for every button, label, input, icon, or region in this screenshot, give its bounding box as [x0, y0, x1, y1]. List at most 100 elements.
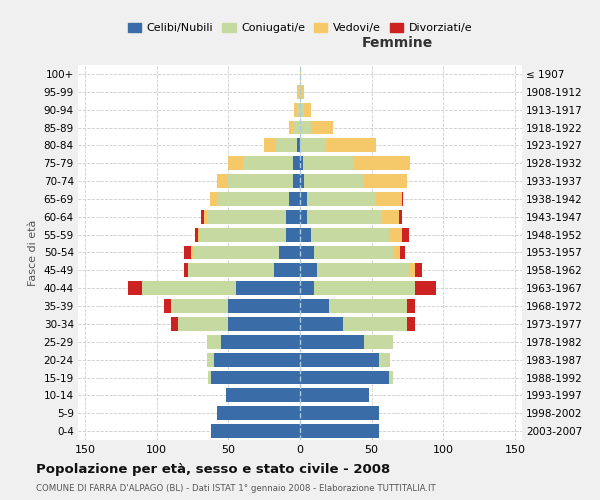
Bar — [300, 102, 304, 117]
Bar — [379, 352, 390, 366]
Bar — [399, 210, 401, 224]
Text: COMUNE DI FARRA D'ALPAGO (BL) - Dati ISTAT 1° gennaio 2008 - Elaborazione TUTTIT: COMUNE DI FARRA D'ALPAGO (BL) - Dati IST… — [36, 484, 436, 493]
Bar — [229, 299, 300, 313]
Bar — [300, 406, 379, 420]
Bar — [293, 174, 300, 188]
Bar — [171, 317, 178, 331]
Bar — [317, 264, 410, 278]
Bar — [229, 174, 293, 188]
Bar — [301, 85, 304, 99]
Bar — [264, 138, 275, 152]
Bar — [415, 264, 422, 278]
Bar — [243, 156, 293, 170]
Bar — [300, 352, 379, 366]
Text: Popolazione per età, sesso e stato civile - 2008: Popolazione per età, sesso e stato civil… — [36, 462, 390, 475]
Bar — [217, 174, 229, 188]
Bar — [207, 352, 214, 366]
Bar — [390, 228, 401, 241]
Bar — [297, 138, 300, 152]
Bar — [364, 174, 407, 188]
Bar — [329, 299, 407, 313]
Bar — [300, 85, 301, 99]
Bar — [278, 246, 300, 260]
Bar — [171, 299, 229, 313]
Bar — [294, 102, 297, 117]
Bar — [293, 156, 300, 170]
Bar — [214, 352, 300, 366]
Bar — [297, 102, 300, 117]
Bar — [407, 299, 415, 313]
Bar — [300, 388, 369, 402]
Bar — [211, 424, 300, 438]
Bar — [275, 138, 297, 152]
Bar — [210, 192, 217, 206]
Bar — [400, 246, 404, 260]
Bar — [289, 192, 300, 206]
Bar — [300, 138, 326, 152]
Bar — [217, 192, 289, 206]
Bar — [326, 138, 376, 152]
Bar — [207, 210, 286, 224]
Bar — [300, 210, 307, 224]
Bar — [410, 264, 415, 278]
Bar — [407, 317, 415, 331]
Bar — [229, 317, 300, 331]
Bar — [199, 228, 200, 241]
Bar — [226, 388, 300, 402]
Bar — [376, 192, 401, 206]
Bar — [415, 281, 436, 295]
Bar — [314, 246, 393, 260]
Bar — [311, 120, 333, 134]
Bar — [300, 174, 304, 188]
Bar — [217, 406, 300, 420]
Bar — [300, 370, 389, 384]
Bar — [314, 281, 415, 295]
Bar — [286, 210, 300, 224]
Bar — [304, 102, 311, 117]
Bar — [300, 67, 301, 81]
Bar — [382, 210, 399, 224]
Bar — [221, 335, 300, 349]
Bar — [191, 246, 193, 260]
Bar — [353, 156, 410, 170]
Bar — [128, 281, 142, 295]
Bar — [142, 281, 236, 295]
Bar — [184, 264, 188, 278]
Bar — [307, 192, 376, 206]
Bar — [286, 228, 300, 241]
Bar — [297, 85, 299, 99]
Bar — [178, 317, 229, 331]
Bar — [343, 317, 407, 331]
Bar — [311, 228, 390, 241]
Bar — [300, 192, 307, 206]
Bar — [184, 246, 191, 260]
Bar — [300, 317, 343, 331]
Bar — [300, 424, 379, 438]
Bar — [300, 228, 311, 241]
Bar — [393, 246, 400, 260]
Bar — [204, 210, 207, 224]
Legend: Celibi/Nubili, Coniugati/e, Vedovi/e, Divorziati/e: Celibi/Nubili, Coniugati/e, Vedovi/e, Di… — [124, 18, 476, 38]
Bar — [201, 210, 204, 224]
Bar — [364, 335, 393, 349]
Bar — [229, 156, 243, 170]
Bar — [164, 299, 171, 313]
Bar — [208, 370, 211, 384]
Bar — [401, 192, 403, 206]
Bar — [193, 246, 278, 260]
Bar — [300, 299, 329, 313]
Y-axis label: Fasce di età: Fasce di età — [28, 220, 38, 286]
Bar — [293, 120, 300, 134]
Bar — [300, 120, 311, 134]
Text: Femmine: Femmine — [362, 36, 433, 50]
Bar — [211, 370, 300, 384]
Bar — [300, 281, 314, 295]
Bar — [236, 281, 300, 295]
Bar — [274, 264, 300, 278]
Bar — [300, 156, 303, 170]
Bar — [303, 156, 353, 170]
Bar — [307, 210, 382, 224]
Bar — [200, 228, 286, 241]
Bar — [196, 228, 199, 241]
Bar — [188, 264, 274, 278]
